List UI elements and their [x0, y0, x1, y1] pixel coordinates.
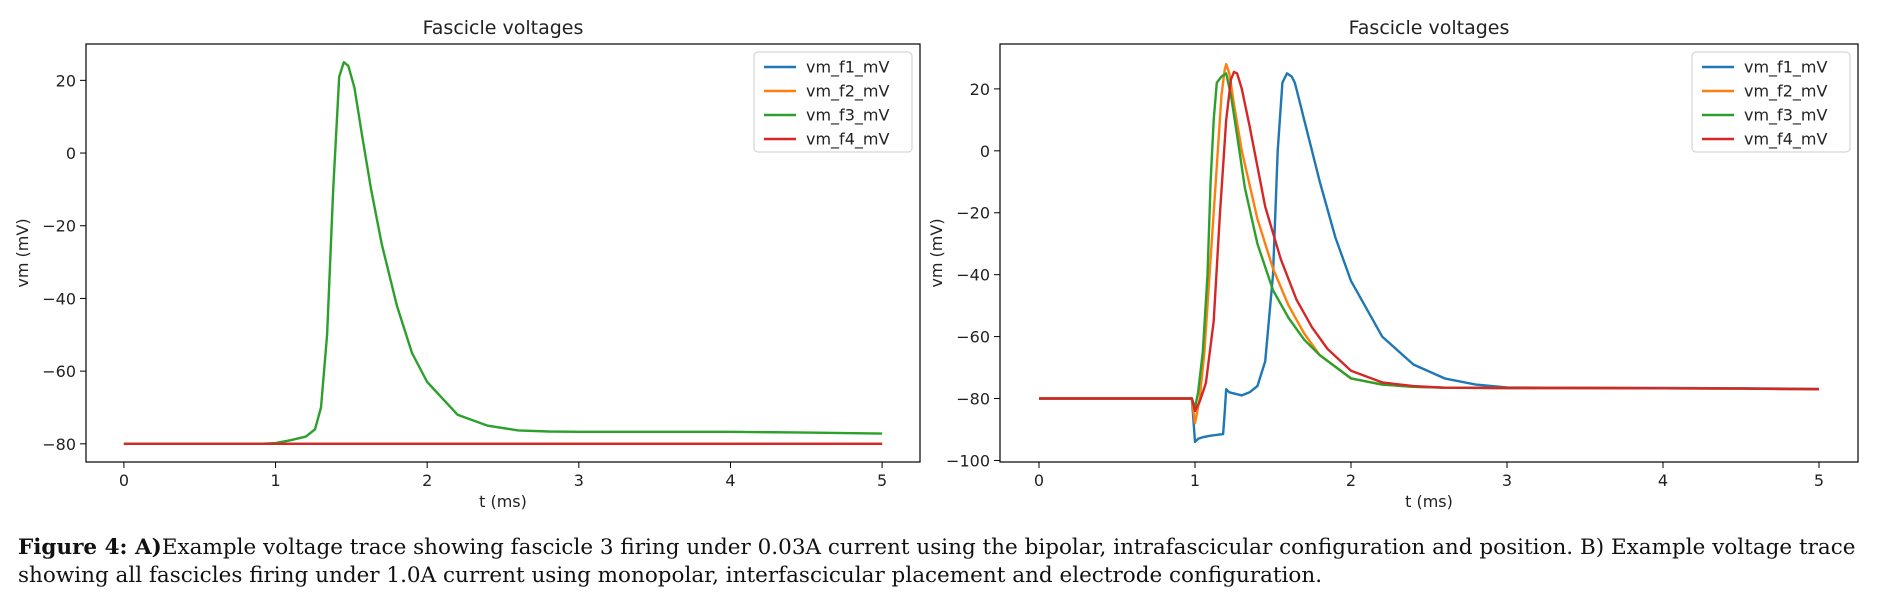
series-line-vm_f1_mV: [1039, 72, 1820, 444]
legend-label: vm_f1_mV: [806, 58, 889, 78]
y-tick-label: −80: [42, 435, 76, 454]
chart-b-all-fascicles: 0 1 2 3 4 5 −100 −80 −60 −40 −20 0 20 Fascicle voltag…: [927, 17, 1859, 511]
legend: vm_f1_mV vm_f2_mV vm_f3_mV vm_f4_mV: [753, 51, 913, 153]
chart-title: Fascicle voltages: [423, 17, 584, 39]
y-tick-label: −40: [42, 289, 76, 308]
legend-box: [753, 51, 913, 153]
x-tick-label: 3: [574, 471, 584, 490]
series-line-vm_f4_mV: [1039, 70, 1820, 413]
y-tick-label: −60: [956, 328, 990, 347]
y-tick-label: −80: [956, 390, 990, 409]
figure-caption: Figure 4: A)Example voltage trace showin…: [18, 534, 1860, 590]
x-tick-label: 4: [1658, 471, 1668, 490]
y-tick-label: 0: [980, 142, 990, 161]
axes-frame: [85, 43, 921, 463]
chart-a-fascicle-3: 0 1 2 3 4 5 −80 −60 −40 −20 0 20 Fascicle voltages t …: [13, 17, 921, 511]
x-tick-label: 5: [1814, 471, 1824, 490]
legend-label: vm_f4_mV: [806, 130, 889, 150]
y-tick-label: −40: [956, 266, 990, 285]
y-tick-label: −20: [42, 217, 76, 236]
y-axis-label: vm (mV): [13, 218, 32, 287]
chart-title: Fascicle voltages: [1349, 17, 1510, 39]
caption-label: Figure 4: A): [18, 535, 162, 560]
x-axis-label: t (ms): [1405, 492, 1453, 511]
x-tick-label: 1: [1190, 471, 1200, 490]
x-tick-label: 5: [877, 471, 887, 490]
legend-label: vm_f3_mV: [1744, 106, 1827, 126]
y-axis-label: vm (mV): [927, 218, 946, 287]
x-tick-label: 1: [270, 471, 280, 490]
series-lines: [123, 61, 883, 445]
x-tick-label: 0: [1034, 471, 1044, 490]
y-tick-label: −100: [946, 451, 990, 470]
legend: vm_f1_mV vm_f2_mV vm_f3_mV vm_f4_mV: [1691, 51, 1851, 153]
x-tick-label: 3: [1502, 471, 1512, 490]
caption-text: Example voltage trace showing fascicle 3…: [18, 535, 1856, 588]
legend-label: vm_f1_mV: [1744, 58, 1827, 78]
legend-label: vm_f2_mV: [1744, 82, 1827, 102]
axes-frame: [999, 43, 1859, 463]
y-tick-label: 20: [970, 80, 990, 99]
x-axis-label: t (ms): [479, 492, 527, 511]
x-tick-label: 2: [1346, 471, 1356, 490]
series-lines: [1039, 62, 1820, 444]
legend-label: vm_f2_mV: [806, 82, 889, 102]
y-tick-label: −60: [42, 362, 76, 381]
legend-label: vm_f4_mV: [1744, 130, 1827, 150]
x-tick-label: 4: [725, 471, 735, 490]
y-tick-label: 0: [66, 144, 76, 163]
y-tick-label: −20: [956, 204, 990, 223]
legend-label: vm_f3_mV: [806, 106, 889, 126]
x-tick-label: 0: [119, 471, 129, 490]
legend-box: [1691, 51, 1851, 153]
series-line-vm_f3_mV: [123, 61, 883, 445]
y-tick-label: 20: [56, 71, 76, 90]
x-tick-label: 2: [422, 471, 432, 490]
